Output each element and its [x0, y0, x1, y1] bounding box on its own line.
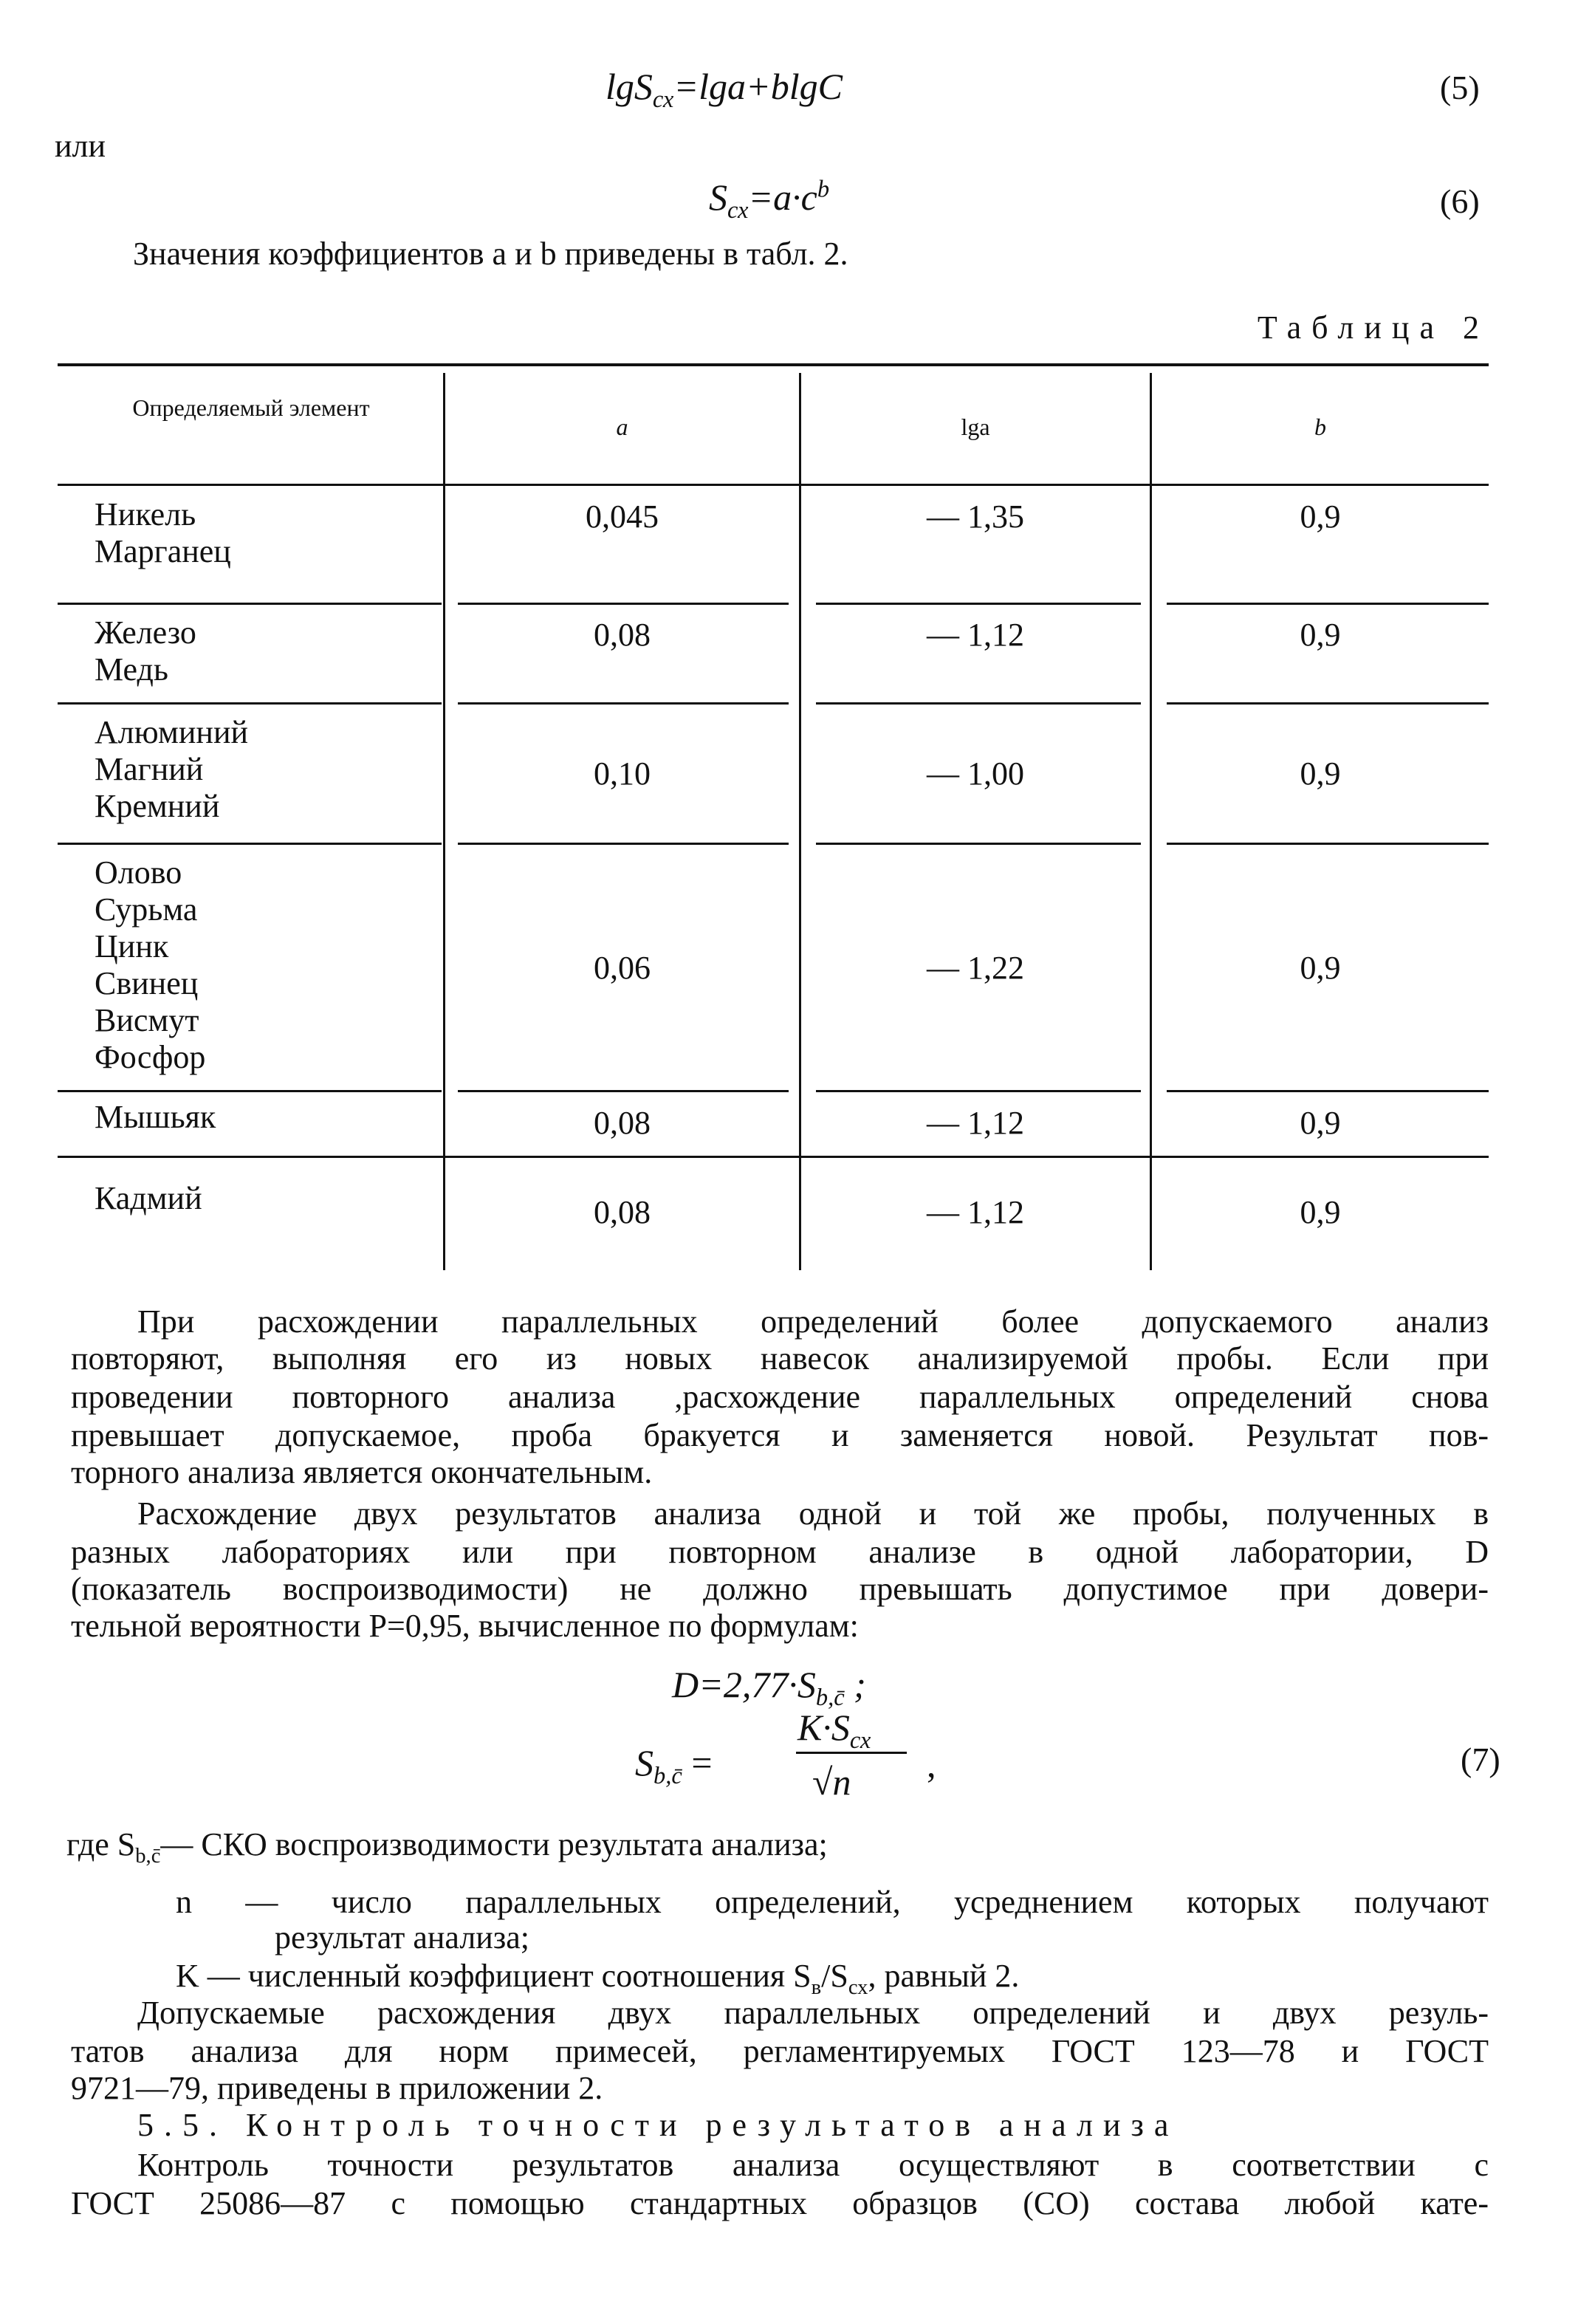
cell-lga: — 1,00 — [927, 755, 1024, 792]
table-top-rule — [58, 363, 1489, 366]
column-divider — [443, 373, 445, 1270]
cell-b: 0,9 — [1300, 498, 1341, 535]
row-separator — [816, 603, 1141, 605]
row-separator — [1167, 702, 1489, 705]
formula-s-lhs: Sb,c̄ = — [635, 1742, 713, 1789]
section-heading: 5.5. Контроль точности результатов анали… — [137, 2107, 1179, 2143]
element-names: Кадмий — [95, 1180, 202, 1216]
table-header-rule — [58, 484, 1489, 486]
cell-b: 0,9 — [1300, 1104, 1341, 1141]
cell-a: 0,08 — [594, 1104, 651, 1141]
definition-n-cont: результат анализа; — [275, 1919, 529, 1955]
cell-lga: — 1,12 — [927, 1194, 1024, 1230]
row-separator — [1167, 843, 1489, 845]
row-separator — [58, 1090, 442, 1092]
row-separator — [1167, 603, 1489, 605]
cell-b: 0,9 — [1300, 755, 1341, 792]
cell-lga: — 1,22 — [927, 949, 1024, 986]
text-line: торного анализа является окончательным. — [71, 1454, 653, 1490]
text-line: Допускаемые расхождения двух параллельны… — [137, 1995, 1489, 2031]
text-line: повторяют, выполняя его из новых навесок… — [71, 1340, 1489, 1377]
text-line: Расхождение двух результатов анализа одн… — [137, 1495, 1489, 1532]
formula-comma: , — [927, 1744, 936, 1785]
cell-a: 0,10 — [594, 755, 651, 792]
row-separator — [58, 843, 442, 845]
equation-6: Sсх=a·cb — [709, 176, 830, 224]
intro-text: Значения коэффициентов a и b приведены в… — [133, 236, 848, 272]
row-separator — [58, 702, 442, 705]
row-separator — [458, 843, 789, 845]
header-b: b — [1314, 414, 1326, 440]
row-separator — [458, 702, 789, 705]
cell-a: 0,06 — [594, 949, 651, 986]
cell-a: 0,045 — [586, 498, 659, 535]
or-word: или — [55, 128, 106, 164]
text-line: проведении повторного анализа ,расхожден… — [71, 1379, 1489, 1415]
text-line: татов анализа для норм примесей, регламе… — [71, 2033, 1489, 2069]
text-line: При расхождении параллельных определений… — [137, 1303, 1489, 1340]
row-separator — [816, 702, 1141, 705]
element-names: Олово Сурьма Цинк Свинец Висмут Фосфор — [95, 854, 206, 1075]
cell-b: 0,9 — [1300, 617, 1341, 653]
element-names: Мышьяк — [95, 1099, 216, 1135]
cell-lga: — 1,12 — [927, 617, 1024, 653]
text-line: (показатель воспроизводимости) не должно… — [71, 1571, 1489, 1607]
element-names: Алюминий Магний Кремний — [95, 714, 249, 824]
text-line: Контроль точности результатов анализа ос… — [137, 2147, 1489, 2183]
header-lga: lga — [961, 414, 990, 440]
equation-5: lgSсх=lga+blgC — [606, 66, 843, 113]
formula-numerator: K·Sсх — [797, 1707, 871, 1754]
row-separator — [1167, 1090, 1489, 1092]
table-caption: Таблица 2 — [1257, 309, 1489, 346]
cell-b: 0,9 — [1300, 949, 1341, 986]
column-divider — [1150, 373, 1152, 1270]
row-separator — [58, 603, 442, 605]
definition-k: K — численный коэффициент соотношения Sв… — [176, 1958, 1020, 1999]
cell-a: 0,08 — [594, 1194, 651, 1230]
definition-sbc: где Sb,c̄— СКО воспроизводимости результ… — [66, 1826, 828, 1868]
row-separator — [458, 1090, 789, 1092]
column-divider — [799, 373, 801, 1270]
text-line: тельной вероятности P=0,95, вычисленное … — [71, 1608, 859, 1644]
formula-denominator: √n — [812, 1761, 851, 1803]
table-row-rule — [58, 1156, 1489, 1158]
text-line: 9721—79, приведены в приложении 2. — [71, 2070, 603, 2106]
equation-6-number: (6) — [1440, 182, 1480, 220]
header-element: Определяемый элемент — [132, 394, 370, 421]
definition-n: n — число параллельных определений, усре… — [176, 1884, 1489, 1920]
row-separator — [816, 1090, 1141, 1092]
equation-5-number: (5) — [1440, 69, 1480, 106]
header-a: a — [616, 414, 628, 440]
formula-d: D=2,77·Sb,c̄ ; — [672, 1664, 866, 1711]
fraction-bar — [796, 1752, 907, 1754]
cell-b: 0,9 — [1300, 1194, 1341, 1230]
cell-lga: — 1,35 — [927, 498, 1024, 535]
row-separator — [458, 603, 789, 605]
row-separator — [816, 843, 1141, 845]
element-names: Железо Медь — [95, 614, 196, 688]
text-line: превышает допускаемое, проба бракуется и… — [71, 1417, 1489, 1453]
text-line: разных лабораториях или при повторном ан… — [71, 1534, 1489, 1570]
cell-a: 0,08 — [594, 617, 651, 653]
element-names: Никель Марганец — [95, 496, 231, 569]
cell-lga: — 1,12 — [927, 1104, 1024, 1141]
equation-7-number: (7) — [1461, 1741, 1500, 1778]
text-line: ГОСТ 25086—87 с помощью стандартных обра… — [71, 2185, 1489, 2221]
